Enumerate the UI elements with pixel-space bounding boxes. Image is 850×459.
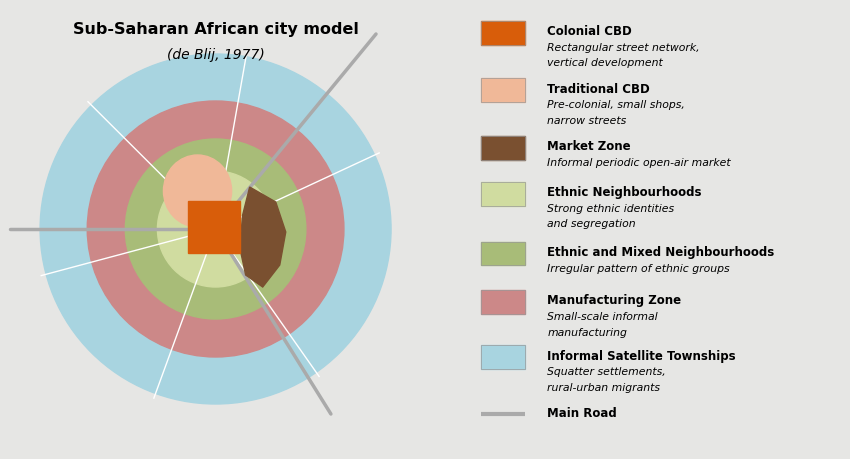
Text: Ethnic Neighbourhoods: Ethnic Neighbourhoods: [547, 186, 702, 199]
Bar: [481, 79, 524, 103]
Text: Traditional CBD: Traditional CBD: [547, 83, 650, 95]
Bar: [188, 202, 240, 253]
Bar: [481, 22, 524, 45]
Bar: [481, 345, 524, 369]
Circle shape: [88, 102, 344, 357]
Text: narrow streets: narrow streets: [547, 116, 626, 126]
Bar: [481, 242, 524, 266]
Circle shape: [157, 172, 274, 287]
Text: Sub-Saharan African city model: Sub-Saharan African city model: [72, 22, 359, 37]
Text: rural-urban migrants: rural-urban migrants: [547, 382, 660, 392]
Text: manufacturing: manufacturing: [547, 327, 627, 337]
Bar: [481, 182, 524, 206]
Ellipse shape: [163, 156, 231, 228]
Bar: [481, 242, 524, 266]
Bar: [481, 290, 524, 314]
Text: Informal periodic open-air market: Informal periodic open-air market: [547, 157, 731, 168]
Text: Rectangular street network,: Rectangular street network,: [547, 43, 700, 53]
Text: Small-scale informal: Small-scale informal: [547, 311, 658, 321]
Bar: [481, 182, 524, 206]
Bar: [481, 136, 524, 160]
Bar: [481, 22, 524, 45]
Text: Manufacturing Zone: Manufacturing Zone: [547, 294, 682, 307]
Bar: [481, 290, 524, 314]
Polygon shape: [240, 188, 286, 287]
Circle shape: [40, 55, 391, 404]
Text: Strong ethnic identities: Strong ethnic identities: [547, 203, 675, 213]
Text: Pre-colonial, small shops,: Pre-colonial, small shops,: [547, 100, 685, 110]
Text: Ethnic and Mixed Neighbourhoods: Ethnic and Mixed Neighbourhoods: [547, 246, 774, 258]
Text: and segregation: and segregation: [547, 219, 636, 229]
Text: vertical development: vertical development: [547, 58, 663, 68]
Bar: [481, 79, 524, 103]
Text: Colonial CBD: Colonial CBD: [547, 25, 632, 38]
Text: Market Zone: Market Zone: [547, 140, 631, 153]
Text: Informal Satellite Townships: Informal Satellite Townships: [547, 349, 736, 362]
Text: Squatter settlements,: Squatter settlements,: [547, 366, 666, 376]
Bar: [481, 136, 524, 160]
Text: (de Blij, 1977): (de Blij, 1977): [167, 48, 264, 62]
Text: Main Road: Main Road: [547, 406, 617, 419]
Text: Irregular pattern of ethnic groups: Irregular pattern of ethnic groups: [547, 263, 730, 273]
Circle shape: [125, 140, 306, 319]
Bar: [481, 345, 524, 369]
